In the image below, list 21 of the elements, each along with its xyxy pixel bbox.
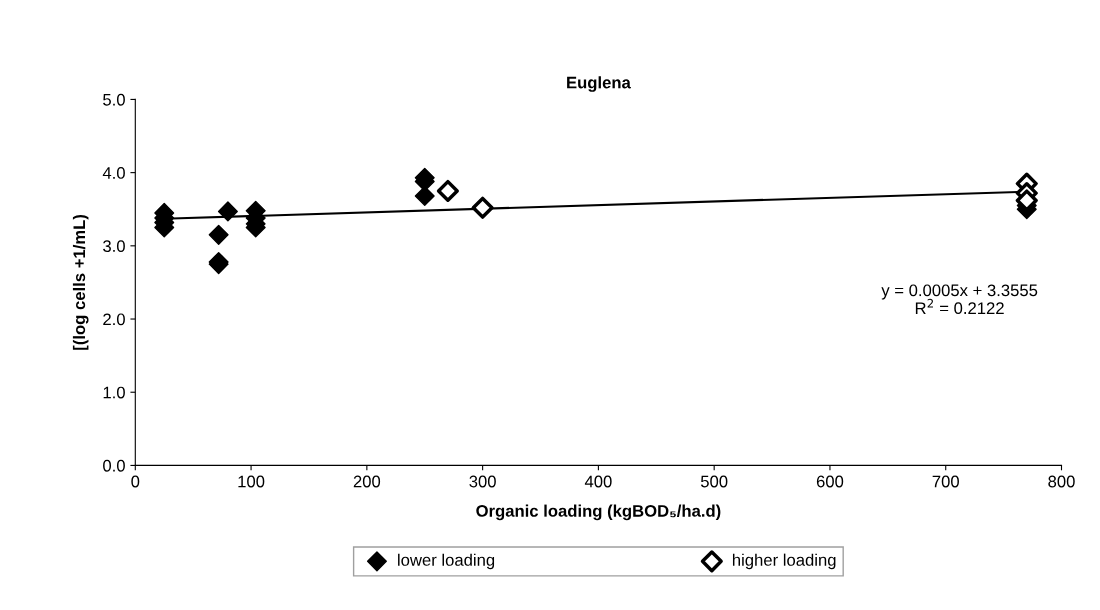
annotation: y = 0.0005x + 3.3555 R$^{2}$ = 0.2122 bbox=[881, 284, 1038, 315]
x-tick-label: 600 bbox=[816, 475, 844, 488]
legend-label: lower loading bbox=[398, 553, 495, 570]
y-tick-label: 2.0 bbox=[103, 313, 125, 326]
x-axis-title: Organic loading (kgBOD₅/ha.d) bbox=[476, 504, 721, 521]
y-tick-label: 1.0 bbox=[103, 386, 125, 399]
x-tick-label: 700 bbox=[932, 475, 959, 488]
x-tick-label: 0 bbox=[131, 475, 140, 488]
x-tick-label: 500 bbox=[700, 475, 728, 488]
legend-label: higher loading bbox=[732, 553, 836, 570]
chart-title: Euglena bbox=[567, 76, 631, 92]
y-tick-label: 5.0 bbox=[103, 93, 125, 106]
y-tick-label: 0.0 bbox=[103, 459, 125, 472]
x-tick-label: 100 bbox=[238, 475, 265, 488]
y-axis-title: [(log cells +1/mL) bbox=[72, 214, 89, 350]
x-tick-label: 800 bbox=[1048, 475, 1075, 488]
x-tick-label: 300 bbox=[469, 475, 496, 488]
y-tick-label: 4.0 bbox=[102, 167, 125, 179]
x-tick-label: 200 bbox=[353, 475, 381, 488]
x-tick-label: 400 bbox=[584, 475, 612, 488]
y-tick-label: 3.0 bbox=[103, 240, 125, 253]
